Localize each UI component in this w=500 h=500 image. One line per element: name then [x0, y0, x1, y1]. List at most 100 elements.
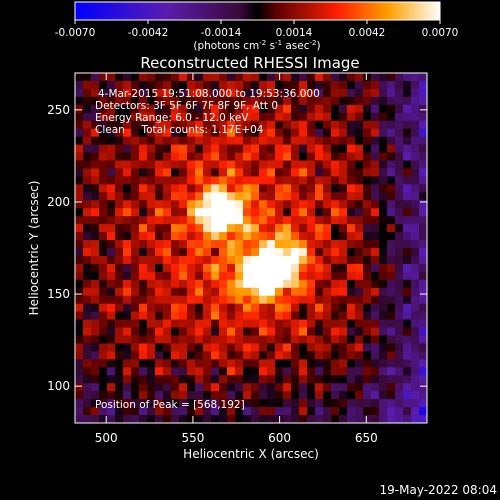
heatmap-cell — [251, 80, 260, 90]
heatmap-cell — [99, 88, 108, 98]
heatmap-cell — [115, 415, 124, 423]
heatmap-cell — [139, 303, 148, 313]
heatmap-cell — [139, 255, 148, 265]
heatmap-cell — [131, 136, 140, 146]
heatmap-cell — [419, 232, 427, 241]
heatmap-cell — [139, 200, 148, 209]
heatmap-cell — [331, 287, 340, 297]
heatmap-cell — [75, 407, 84, 416]
heatmap-cell — [347, 359, 356, 368]
heatmap-cell — [155, 208, 164, 217]
heatmap-cell — [355, 248, 364, 257]
heatmap-cell — [83, 279, 92, 289]
heatmap-cell — [107, 224, 116, 233]
heatmap-cell — [147, 192, 156, 201]
heatmap-cell — [131, 367, 140, 376]
heatmap-cell — [267, 112, 276, 122]
heatmap-cell — [211, 287, 220, 297]
heatmap-cell — [387, 128, 396, 138]
heatmap-cell — [171, 383, 180, 392]
heatmap-cell — [395, 240, 404, 249]
heatmap-cell — [419, 295, 427, 305]
heatmap-cell — [379, 375, 388, 384]
heatmap-cell — [259, 176, 268, 185]
heatmap-cell — [387, 263, 396, 273]
heatmap-cell — [107, 80, 116, 90]
heatmap-cell — [75, 136, 84, 146]
heatmap-cell — [291, 351, 300, 360]
heatmap-cell — [139, 216, 148, 225]
heatmap-cell — [283, 152, 292, 162]
heatmap-cell — [251, 192, 260, 201]
heatmap-cell — [203, 176, 212, 185]
heatmap-cell — [219, 128, 228, 138]
heatmap-cell — [155, 216, 164, 225]
heatmap-cell — [203, 144, 212, 154]
heatmap-cell — [219, 112, 228, 122]
heatmap-cell — [299, 152, 308, 162]
heatmap-cell — [387, 232, 396, 241]
heatmap-cell — [355, 184, 364, 193]
heatmap-cell — [419, 208, 427, 217]
heatmap-cell — [275, 200, 284, 209]
heatmap-cell — [251, 128, 260, 138]
heatmap-cell — [395, 351, 404, 360]
heatmap-cell — [219, 367, 228, 376]
heatmap-cell — [395, 327, 404, 337]
heatmap-cell — [139, 399, 148, 408]
heatmap-cell — [259, 168, 268, 177]
heatmap-cell — [83, 200, 92, 209]
heatmap-cell — [147, 73, 156, 82]
heatmap-cell — [83, 248, 92, 257]
heatmap-cell — [179, 271, 188, 281]
heatmap-cell — [83, 144, 92, 154]
heatmap-cell — [227, 112, 236, 122]
heatmap-cell — [275, 88, 284, 98]
heatmap-cell — [91, 287, 100, 297]
heatmap-cell — [83, 303, 92, 313]
heatmap-cell — [155, 200, 164, 209]
heatmap-cell — [219, 295, 228, 305]
heatmap-cell — [203, 287, 212, 297]
heatmap-cell — [219, 311, 228, 321]
heatmap-cell — [75, 104, 84, 114]
heatmap-cell — [187, 192, 196, 201]
colorbar-tick-label: 0.0070 — [422, 27, 459, 39]
heatmap-cell — [363, 343, 372, 352]
heatmap-cell — [299, 168, 308, 177]
heatmap-cell — [147, 311, 156, 321]
heatmap-cell — [299, 407, 308, 416]
heatmap-cell — [195, 73, 204, 82]
heatmap-cell — [267, 136, 276, 146]
heatmap-cell — [187, 112, 196, 122]
heatmap-cell — [195, 351, 204, 360]
heatmap-cell — [227, 73, 236, 82]
heatmap-cell — [147, 287, 156, 297]
heatmap-cell — [155, 176, 164, 185]
heatmap-cell — [219, 120, 228, 130]
heatmap-cell — [379, 255, 388, 265]
heatmap-cell — [131, 160, 140, 170]
heatmap-cell — [99, 327, 108, 337]
heatmap-cell — [315, 120, 324, 130]
heatmap-cell — [403, 399, 412, 408]
heatmap-cell — [371, 335, 380, 345]
heatmap-cell — [235, 224, 244, 233]
heatmap-cell — [387, 192, 396, 201]
heatmap-cell — [315, 240, 324, 249]
heatmap-cell — [251, 152, 260, 162]
heatmap-cell — [403, 327, 412, 337]
heatmap-cell — [387, 88, 396, 98]
heatmap-cell — [195, 319, 204, 329]
heatmap-cell — [347, 335, 356, 345]
heatmap-cell — [267, 73, 276, 82]
heatmap-cell — [235, 120, 244, 130]
heatmap-cell — [243, 144, 252, 154]
heatmap-cell — [139, 359, 148, 368]
heatmap-cell — [395, 359, 404, 368]
heatmap-cell — [331, 359, 340, 368]
heatmap-cell — [107, 96, 116, 106]
heatmap-cell — [163, 144, 172, 154]
heatmap-cell — [219, 287, 228, 297]
heatmap-cell — [267, 383, 276, 392]
